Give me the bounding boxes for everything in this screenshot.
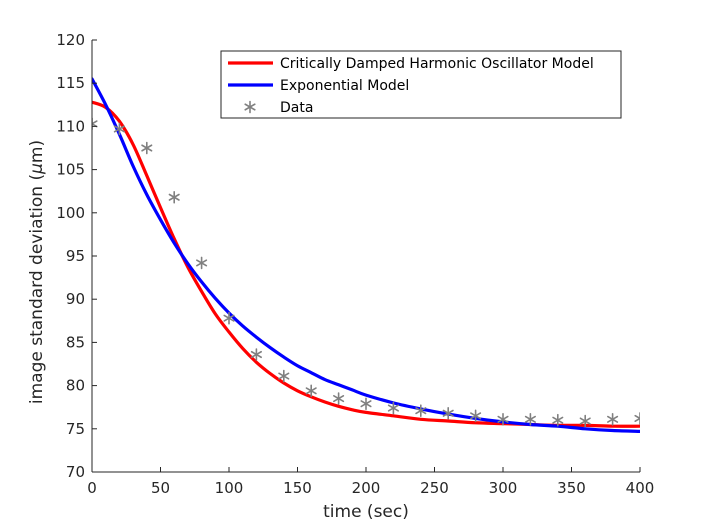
x-axis-label: time (sec) bbox=[323, 502, 409, 522]
data-point-stroke bbox=[497, 415, 509, 423]
data-point-stroke bbox=[442, 409, 454, 417]
x-tick-label: 350 bbox=[557, 479, 586, 497]
data-point bbox=[524, 412, 536, 426]
data-point-stroke bbox=[333, 395, 345, 403]
data-point bbox=[92, 117, 98, 131]
y-tick-label: 75 bbox=[66, 420, 85, 438]
legend-swatch-data bbox=[244, 100, 256, 114]
data-point bbox=[497, 412, 509, 426]
data-point bbox=[196, 256, 208, 270]
data-point-stroke bbox=[415, 407, 427, 415]
data-point bbox=[607, 412, 619, 426]
y-axis-label-mu: μ bbox=[27, 163, 47, 175]
y-tick-label: 120 bbox=[56, 31, 85, 49]
data-point bbox=[470, 409, 482, 423]
y-tick-label: 100 bbox=[56, 204, 85, 222]
legend-label-cdho: Critically Damped Harmonic Oscillator Mo… bbox=[280, 56, 594, 72]
axes bbox=[91, 39, 641, 473]
x-tick-label: 300 bbox=[489, 479, 518, 497]
data-point bbox=[634, 412, 640, 425]
legend-data-asterisk bbox=[244, 100, 256, 114]
x-tick-label: 50 bbox=[151, 479, 170, 497]
x-tick-label: 150 bbox=[283, 479, 312, 497]
legend: Critically Damped Harmonic Oscillator Mo… bbox=[220, 50, 622, 119]
data-point-stroke bbox=[634, 414, 640, 420]
data-point-stroke bbox=[387, 404, 399, 412]
data-point-stroke bbox=[360, 400, 372, 408]
x-tick-label: 200 bbox=[352, 479, 381, 497]
data-point bbox=[278, 369, 290, 383]
legend-data-asterisk-stroke bbox=[244, 103, 256, 111]
data-point-stroke bbox=[524, 415, 536, 423]
y-axis-label-suffix: m) bbox=[27, 140, 47, 163]
y-axis-label-prefix: image standard deviation ( bbox=[27, 174, 47, 404]
data-point bbox=[360, 397, 372, 411]
data-point-stroke bbox=[552, 416, 564, 424]
data-point-stroke bbox=[634, 417, 640, 422]
data-point bbox=[168, 190, 180, 204]
x-tick-label: 0 bbox=[87, 479, 97, 497]
x-tick-label: 250 bbox=[420, 479, 449, 497]
data-point-stroke bbox=[92, 122, 98, 128]
y-tick-label: 95 bbox=[66, 247, 85, 265]
data-point-stroke bbox=[223, 314, 235, 322]
data-point bbox=[387, 401, 399, 415]
data-point bbox=[250, 348, 262, 361]
data-point-stroke bbox=[278, 372, 290, 380]
x-tick-label: 400 bbox=[626, 479, 655, 497]
y-tick-label: 80 bbox=[66, 377, 85, 395]
data-point bbox=[442, 406, 454, 420]
y-tick-label: 105 bbox=[56, 161, 85, 179]
y-tick-label: 70 bbox=[66, 463, 85, 481]
data-point bbox=[579, 414, 591, 428]
data-point-stroke bbox=[579, 417, 591, 425]
data-point bbox=[552, 413, 564, 427]
data-point-stroke bbox=[607, 415, 619, 423]
data-point-stroke bbox=[92, 120, 98, 125]
data-point-stroke bbox=[470, 412, 482, 420]
legend-box bbox=[220, 50, 622, 119]
data-point-stroke bbox=[250, 350, 262, 359]
x-tick-label: 100 bbox=[215, 479, 244, 497]
data-point bbox=[141, 141, 153, 155]
data-point-stroke bbox=[196, 259, 208, 267]
data-point bbox=[113, 122, 125, 136]
y-tick-label: 90 bbox=[66, 290, 85, 308]
legend-label-exponential: Exponential Model bbox=[280, 78, 409, 94]
data-point-stroke bbox=[305, 387, 317, 395]
data-point-stroke bbox=[141, 144, 153, 152]
data-point-stroke bbox=[168, 193, 180, 201]
data-point bbox=[333, 392, 345, 405]
data-point-stroke bbox=[113, 125, 125, 133]
y-tick-label: 85 bbox=[66, 333, 85, 351]
y-tick-label: 115 bbox=[56, 74, 85, 92]
data-point bbox=[415, 404, 427, 417]
data-point bbox=[223, 311, 235, 325]
plot-area bbox=[92, 77, 640, 433]
legend-label-data: Data bbox=[280, 100, 313, 116]
tick-labels: 0 50 100 150 200 250 300 350 400 70 75 80 85 90 95 100 1… bbox=[56, 31, 654, 497]
y-tick-label: 110 bbox=[56, 117, 85, 135]
data-point bbox=[305, 384, 317, 398]
y-axis-label: image standard deviation (μm) bbox=[27, 140, 47, 404]
